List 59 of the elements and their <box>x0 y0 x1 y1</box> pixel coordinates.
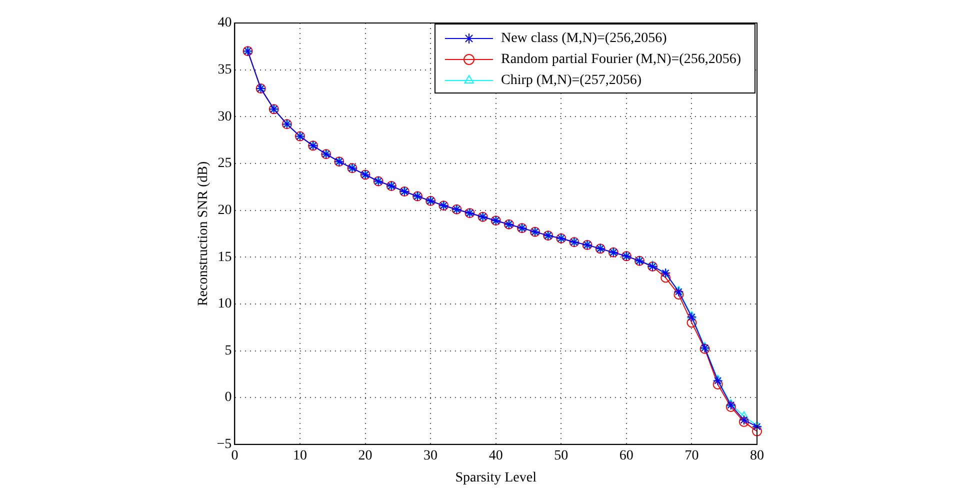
x-tick-label: 60 <box>619 448 634 464</box>
point <box>348 163 357 171</box>
point <box>712 376 723 386</box>
point <box>491 216 500 224</box>
legend-label: Random partial Fourier (M,N)=(256,2056) <box>500 52 742 68</box>
point <box>596 244 605 252</box>
y-tick-label: 10 <box>218 296 232 312</box>
point <box>752 426 762 436</box>
point <box>726 399 736 407</box>
legend-label: Chirp (M,N)=(257,2056) <box>500 73 642 88</box>
point <box>269 104 278 112</box>
point <box>400 186 409 194</box>
x-tick-label: 30 <box>424 448 438 464</box>
point <box>686 318 697 328</box>
y-tick-label: 30 <box>218 109 232 124</box>
point <box>713 374 722 383</box>
x-tick-label: 20 <box>358 448 372 464</box>
y-tick-label: −5 <box>216 437 232 452</box>
y-tick-label: 35 <box>218 62 232 78</box>
point <box>740 411 748 420</box>
y-tick-label: 15 <box>218 250 232 265</box>
x-tick-label: 40 <box>488 448 503 464</box>
point <box>686 312 697 322</box>
x-tick-label: 70 <box>684 448 699 464</box>
point <box>518 223 526 231</box>
point <box>334 156 344 164</box>
point <box>622 251 631 259</box>
y-axis-title: Reconstruction SNR (dB) <box>196 161 212 306</box>
x-tick-label: 80 <box>750 448 764 464</box>
y-tick-label: 40 <box>218 16 232 31</box>
point <box>700 342 710 350</box>
point <box>752 422 762 432</box>
point <box>308 140 318 148</box>
point <box>674 286 684 297</box>
point <box>752 420 762 428</box>
point <box>570 237 579 245</box>
x-tick-label: 50 <box>554 448 568 464</box>
point <box>322 149 330 157</box>
point <box>465 208 474 216</box>
point <box>660 272 671 283</box>
point <box>360 170 370 178</box>
y-tick-label: 25 <box>218 156 232 172</box>
point <box>648 260 657 268</box>
point <box>256 84 266 92</box>
point <box>544 230 552 238</box>
y-tick-label: 20 <box>218 202 232 218</box>
x-axis-title: Sparsity Level <box>455 470 537 486</box>
x-tick-label: 10 <box>292 448 307 464</box>
legend-label: New class (M,N)=(256,2056) <box>500 31 668 46</box>
point <box>674 286 684 294</box>
point <box>282 119 292 127</box>
y-tick-label: 0 <box>224 390 232 406</box>
point <box>687 311 696 319</box>
y-tick-label: 5 <box>224 343 232 358</box>
point <box>439 200 448 208</box>
point <box>674 290 684 300</box>
point <box>413 191 422 199</box>
point <box>243 46 252 54</box>
point <box>712 379 723 390</box>
